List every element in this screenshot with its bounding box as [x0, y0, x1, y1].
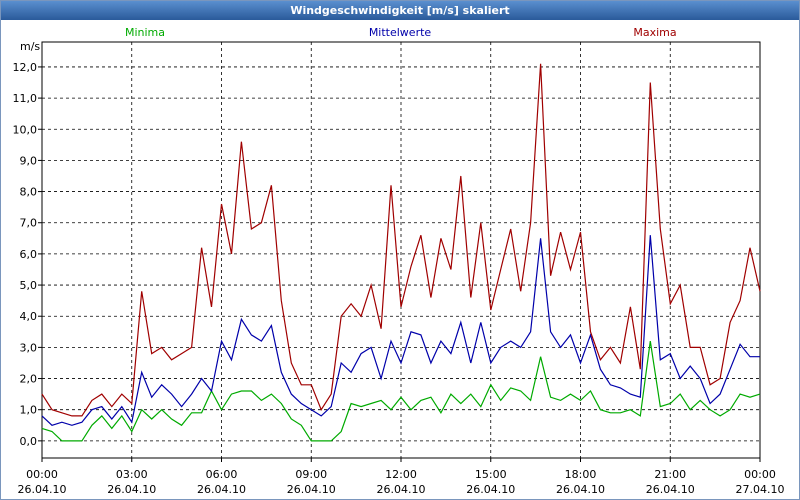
- y-tick-label: 3,0: [20, 341, 38, 354]
- y-tick-label: 0,0: [20, 435, 38, 448]
- y-tick-label: 10,0: [13, 123, 38, 136]
- x-tick-label: 18:00 26.04.10: [556, 468, 605, 496]
- x-tick-label: 12:00 26.04.10: [377, 468, 426, 496]
- legend-entry: Mittelwerte: [369, 26, 432, 39]
- y-tick-label: 2,0: [20, 373, 38, 386]
- y-tick-label: 1,0: [20, 404, 38, 417]
- y-tick-label: 9,0: [20, 154, 38, 167]
- y-tick-label: 8,0: [20, 186, 38, 199]
- x-tick-label: 09:00 26.04.10: [287, 468, 336, 496]
- title-bar: [1, 1, 799, 20]
- series-line: [41, 341, 761, 442]
- x-tick-label: 15:00 26.04.10: [466, 468, 515, 496]
- x-tick-label: 03:00 26.04.10: [107, 468, 156, 496]
- x-tick-label: 06:00 26.04.10: [197, 468, 246, 496]
- series-line: [41, 63, 761, 417]
- y-tick-label: 11,0: [13, 92, 38, 105]
- y-tick-label: 4,0: [20, 310, 38, 323]
- x-tick-label: 00:00 26.04.10: [18, 468, 67, 496]
- legend-entry: Minima: [125, 26, 165, 39]
- x-tick-label: 00:00 27.04.10: [736, 468, 785, 496]
- y-tick-label: 6,0: [20, 248, 38, 261]
- chart-title: Windgeschwindigkeit [m/s] skaliert: [290, 4, 509, 17]
- y-tick-label: 12,0: [13, 61, 38, 74]
- y-tick-label: 7,0: [20, 217, 38, 230]
- series-line: [41, 235, 760, 426]
- y-axis-label: m/s: [20, 40, 40, 53]
- y-tick-label: 5,0: [20, 279, 38, 292]
- legend-entry: Maxima: [633, 26, 676, 39]
- x-tick-label: 21:00 26.04.10: [646, 468, 695, 496]
